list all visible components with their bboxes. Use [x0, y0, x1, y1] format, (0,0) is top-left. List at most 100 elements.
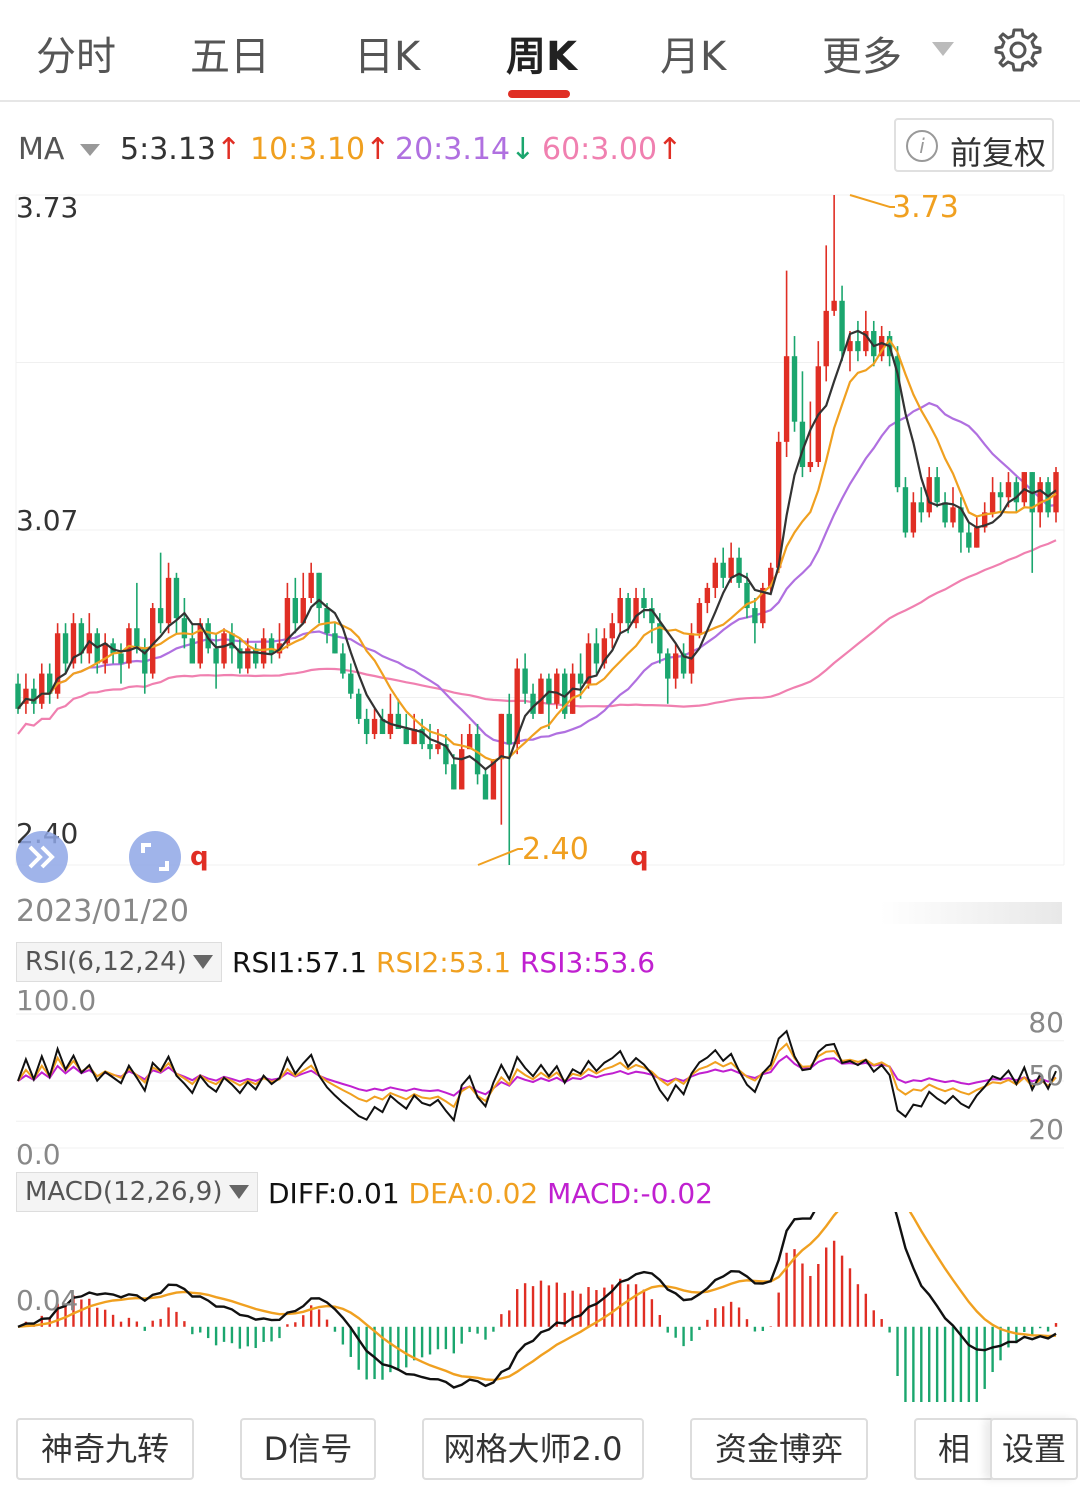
candle-body: [221, 633, 227, 664]
candle-body: [1005, 482, 1012, 498]
candle-body: [54, 633, 61, 694]
candle-body: [419, 728, 425, 745]
ma10-arrow: ↑: [365, 132, 391, 167]
candle-body: [989, 492, 996, 513]
q-mark-1: q: [190, 842, 209, 872]
candle-body: [514, 668, 520, 745]
candle-body: [134, 628, 140, 649]
candle-body: [308, 572, 314, 599]
candle-body: [799, 421, 806, 468]
candle-body: [411, 728, 417, 745]
candle-body: [316, 572, 322, 609]
candle-body: [189, 638, 196, 664]
candle-body: [760, 587, 766, 624]
candle-body: [348, 673, 354, 694]
macd-chart[interactable]: 0.04: [0, 1212, 1080, 1402]
ma-dropdown-icon[interactable]: [78, 142, 102, 158]
candle-body: [775, 441, 782, 568]
ma5-line: [17, 329, 1057, 771]
ma-legend: MA 5:3.13↑ 10:3.10↑ 20:3.14↓ 60:3.00↑: [0, 120, 1080, 180]
rsi-chart[interactable]: 100.0 0.0 80 50 20: [0, 982, 1080, 1172]
candle-body: [617, 598, 623, 624]
candle-body: [47, 673, 53, 694]
candle-body: [910, 502, 917, 533]
candle-body: [371, 718, 378, 735]
candle-body: [997, 492, 1004, 498]
candle-body: [926, 477, 932, 513]
fullscreen-button[interactable]: [129, 831, 181, 883]
candle-body: [474, 734, 481, 775]
tab-weekly-k[interactable]: 周K: [506, 34, 577, 80]
fast-forward-button[interactable]: [16, 831, 68, 883]
tab-five-day[interactable]: 五日: [190, 34, 270, 80]
rsi2-path: [17, 1042, 1057, 1109]
candle-body: [205, 623, 211, 649]
rsi3-path: [17, 1054, 1057, 1097]
candle-body: [981, 512, 988, 528]
candle-body: [720, 562, 726, 578]
candle-body: [1053, 472, 1059, 513]
macd-axis-label: 0.04: [16, 1284, 78, 1317]
ma20-arrow: ↓: [510, 132, 536, 167]
rsi-selector[interactable]: RSI(6,12,24): [16, 942, 222, 982]
scroll-indicator[interactable]: [880, 902, 1062, 924]
candle-body: [498, 713, 505, 760]
candle-body: [62, 633, 69, 664]
ma60-line: [17, 539, 1057, 735]
price-axis-top: 3.73: [16, 191, 78, 224]
candle-body: [229, 633, 235, 649]
candle-body: [855, 341, 861, 352]
settings-button[interactable]: 设置: [990, 1418, 1078, 1480]
tab-intraday[interactable]: 分时: [36, 34, 116, 80]
candle-body: [530, 693, 536, 714]
candle-body: [395, 713, 402, 729]
date-label: 2023/01/20: [16, 894, 189, 929]
candle-body: [538, 678, 544, 714]
price-adjust-button[interactable]: i 前复权: [894, 118, 1054, 172]
rsi-grid: [16, 1013, 1064, 1149]
ma5-path: [17, 329, 1057, 771]
candle-body: [356, 693, 362, 719]
gear-icon[interactable]: [994, 26, 1042, 74]
candle-body: [823, 310, 829, 367]
candle-body: [783, 356, 790, 442]
magic-nine-button[interactable]: 神奇九转: [16, 1418, 194, 1480]
candle-body: [562, 673, 568, 714]
candle-body: [633, 598, 639, 624]
macd-lines: [17, 1212, 1057, 1389]
candle-body: [752, 608, 758, 624]
tab-monthly-k[interactable]: 月K: [660, 34, 727, 80]
capital-game-button[interactable]: 资金博弈: [690, 1418, 868, 1480]
diff-path: [17, 1212, 1057, 1389]
candle-body: [1013, 482, 1020, 503]
q-mark-2: q: [630, 842, 649, 872]
candle-body: [300, 598, 306, 624]
tab-more[interactable]: 更多: [822, 34, 902, 80]
candle-body: [23, 688, 29, 704]
rsi3-value: RSI3:53.6: [519, 946, 656, 979]
ma5-value: 5:3.13: [120, 132, 216, 167]
candlestick-chart[interactable]: 3.73 3.07 2.40 3.73 2.40 q q: [0, 185, 1080, 895]
ma20-path: [17, 401, 1057, 746]
candle-body: [680, 653, 687, 674]
related-button[interactable]: 相: [914, 1418, 994, 1480]
candle-body: [181, 618, 188, 639]
macd-histogram: [24, 1240, 1058, 1402]
chevron-down-icon[interactable]: [930, 40, 956, 58]
candle-body: [665, 653, 671, 679]
macd-values: DIFF:0.01 DEA:0.02 MACD:-0.02: [268, 1177, 713, 1210]
diff-value: DIFF:0.01: [268, 1177, 400, 1210]
d-signal-button[interactable]: D信号: [240, 1418, 376, 1480]
candle-body: [839, 300, 845, 352]
candle-body: [379, 718, 386, 735]
tab-daily-k[interactable]: 日K: [354, 34, 421, 80]
candle-body: [197, 623, 203, 664]
ma-selector[interactable]: MA: [18, 132, 65, 167]
candle-body: [435, 744, 441, 750]
grid-master-button[interactable]: 网格大师2.0: [422, 1418, 644, 1480]
price-adjust-label: 前复权: [950, 134, 1047, 172]
candle-body: [958, 507, 964, 533]
macd-selector[interactable]: MACD(12,26,9): [16, 1172, 258, 1212]
ma10-path: [17, 338, 1057, 762]
candle-body: [482, 774, 489, 800]
